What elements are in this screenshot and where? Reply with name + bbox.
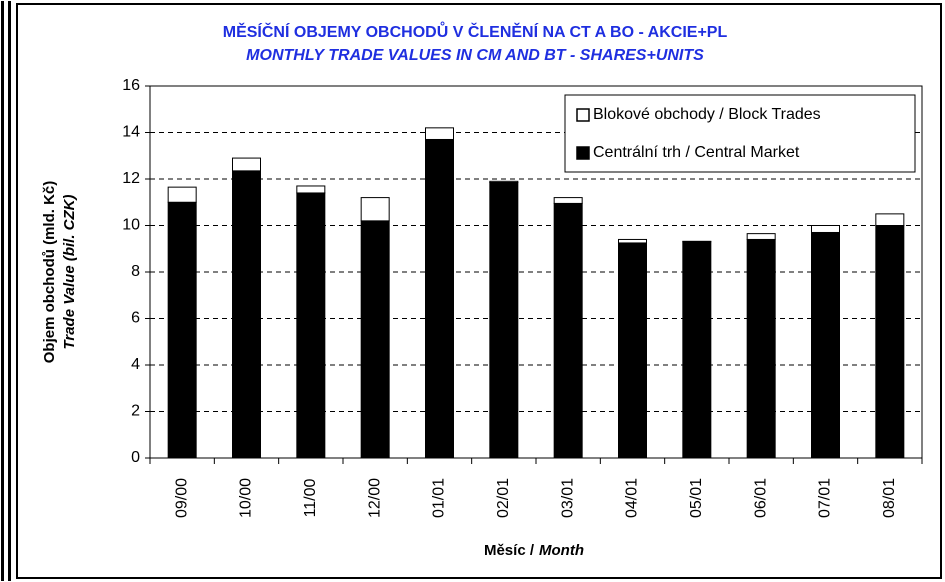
bar-segment	[682, 241, 712, 459]
bar-segment	[553, 202, 583, 459]
x-tick-label: 04/01	[624, 478, 641, 518]
bar-segment	[232, 157, 261, 172]
y-tick-label: 14	[122, 124, 140, 141]
y-tick-label: 8	[131, 263, 140, 280]
legend-label: Centrální trh / Central Market	[593, 144, 800, 161]
bar-segment	[425, 138, 454, 459]
y-tick-label: 4	[131, 356, 140, 373]
y-tick-label: 16	[122, 77, 140, 94]
x-tick-label: 08/01	[881, 478, 898, 518]
bar-segment	[618, 242, 647, 459]
x-tick-label: 06/01	[752, 478, 769, 518]
y-tick-label: 0	[131, 449, 140, 466]
bar-segment	[489, 180, 519, 183]
x-tick-label: 11/00	[302, 478, 319, 517]
bar-segment	[875, 225, 905, 459]
frame-edge	[1, 1, 4, 581]
chart-subtitle: MONTHLY TRADE VALUES IN CM AND BT - SHAR…	[246, 47, 704, 64]
x-tick-label: 02/01	[495, 478, 512, 518]
bar-segment	[746, 238, 776, 459]
legend-swatch	[576, 108, 590, 122]
bar-segment	[360, 197, 390, 222]
y-axis-label: Objem obchodů (mld. Kč)	[41, 181, 58, 364]
bar-segment	[296, 192, 326, 459]
legend-label: Blokové obchody / Block Trades	[593, 106, 821, 123]
y-tick-label: 6	[131, 310, 140, 327]
legend-box	[564, 94, 916, 173]
bar-segment	[811, 231, 840, 459]
bar-segment	[425, 127, 454, 140]
x-tick-label: 12/00	[366, 478, 383, 518]
x-axis-label: Month	[539, 542, 584, 559]
y-tick-label: 2	[131, 403, 140, 420]
bar-segment	[553, 197, 583, 204]
x-tick-label: 03/01	[559, 478, 576, 518]
legend-swatch	[576, 146, 590, 160]
bar-segment	[618, 238, 647, 244]
y-tick-label: 12	[122, 170, 140, 187]
bar-segment	[489, 181, 519, 459]
bar-segment	[232, 170, 261, 459]
bar-segment	[296, 185, 326, 194]
bar-segment	[167, 201, 197, 459]
x-axis-label: Měsíc /	[484, 542, 535, 559]
x-tick-label: 05/01	[688, 478, 705, 518]
frame	[16, 3, 942, 579]
x-tick-label: 09/00	[173, 478, 190, 518]
chart-title: MĚSÍČNÍ OBJEMY OBCHODŮ V ČLENĚNÍ NA CT A…	[223, 21, 728, 41]
bar-segment	[811, 225, 840, 233]
y-axis-label: Trade Value (bil. CZK)	[61, 194, 78, 349]
x-tick-label: 10/00	[238, 478, 255, 518]
x-tick-label: 07/01	[817, 478, 834, 518]
bar-segment	[746, 233, 776, 240]
bar-segment	[360, 220, 390, 459]
y-tick-label: 10	[122, 217, 140, 234]
bar-segment	[875, 213, 905, 226]
bar-segment	[167, 186, 197, 203]
frame-edge	[8, 1, 11, 581]
x-tick-label: 01/01	[431, 478, 448, 518]
